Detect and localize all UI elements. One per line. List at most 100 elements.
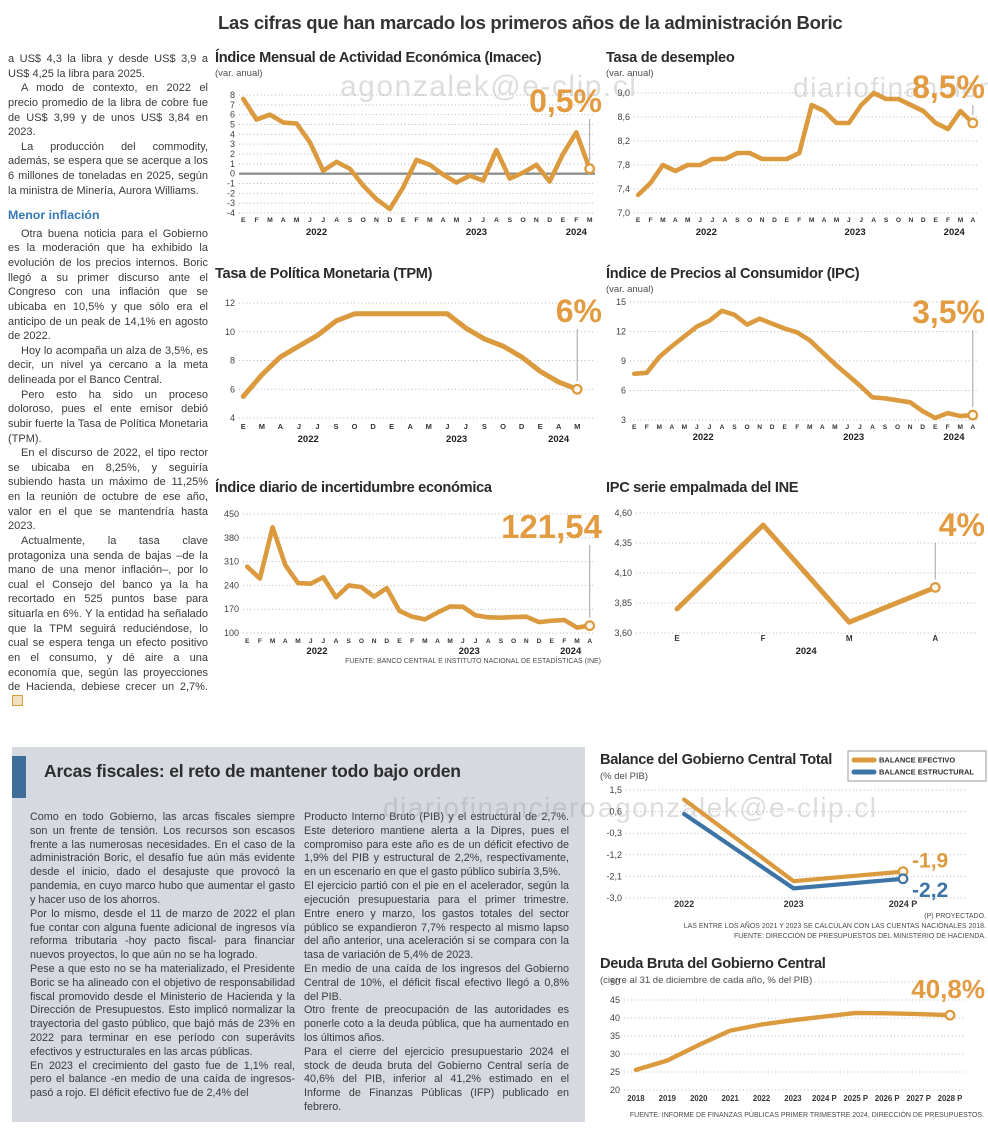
svg-text:6%: 6%: [556, 293, 602, 329]
svg-text:A: A: [281, 217, 286, 224]
svg-text:50: 50: [610, 977, 620, 987]
svg-text:2023: 2023: [459, 646, 480, 657]
svg-text:S: S: [347, 638, 352, 645]
svg-text:2022: 2022: [306, 646, 327, 657]
arcas-paragraph: En 2023 el crecimiento del gasto fue de …: [30, 1059, 295, 1100]
arcas-paragraph: Por lo mismo, desde el 11 de marzo de 20…: [30, 907, 295, 962]
arcas-paragraph: Para el cierre del ejercicio presupuesta…: [304, 1045, 569, 1114]
svg-text:0,6: 0,6: [609, 807, 622, 817]
svg-text:J: J: [321, 217, 325, 224]
svg-text:E: E: [401, 217, 406, 224]
svg-text:E: E: [636, 217, 641, 224]
svg-text:2025 P: 2025 P: [843, 1094, 868, 1103]
article-paragraph: La producción del commodity, además, se …: [8, 140, 208, 197]
svg-text:F: F: [946, 424, 950, 431]
page-title: Las cifras que han marcado los primeros …: [218, 12, 843, 33]
svg-text:A: A: [871, 217, 876, 224]
svg-text:-3,0: -3,0: [606, 893, 622, 903]
svg-text:J: J: [315, 422, 319, 431]
svg-text:2022: 2022: [674, 899, 694, 909]
chart-incertidumbre: Índice diario de incertidumbre económica…: [215, 476, 605, 688]
svg-text:-1: -1: [227, 179, 235, 189]
chart-ipc: Índice de Precios al Consumidor (IPC) (va…: [606, 262, 988, 462]
svg-text:S: S: [884, 217, 889, 224]
svg-text:D: D: [547, 217, 552, 224]
svg-text:M: M: [958, 217, 964, 224]
svg-text:M: M: [270, 638, 276, 645]
svg-text:A: A: [408, 422, 414, 431]
svg-text:1,5: 1,5: [609, 785, 622, 795]
chart-balance: Balance del Gobierno Central Total (% del…: [600, 748, 988, 950]
svg-text:A: A: [870, 424, 875, 431]
svg-text:A: A: [334, 217, 339, 224]
svg-text:2024 P: 2024 P: [889, 899, 918, 909]
svg-text:6: 6: [230, 110, 235, 120]
svg-text:A: A: [556, 422, 562, 431]
svg-text:F: F: [255, 217, 259, 224]
svg-text:E: E: [785, 217, 790, 224]
svg-text:O: O: [520, 217, 525, 224]
svg-text:-1,2: -1,2: [606, 850, 622, 860]
svg-text:J: J: [461, 638, 465, 645]
svg-text:E: E: [782, 424, 787, 431]
svg-text:E: E: [397, 638, 402, 645]
arcas-paragraph: Otro frente de preocupación de las autor…: [304, 1004, 569, 1044]
svg-text:N: N: [534, 217, 539, 224]
arcas-column-1: Como en todo Gobierno, las arcas fiscale…: [30, 811, 295, 1101]
article-paragraph: Pero esto ha sido un proceso doloroso, p…: [8, 388, 208, 445]
svg-text:Índice diario de incertidumbre: Índice diario de incertidumbre económica: [215, 479, 493, 496]
svg-text:D: D: [921, 217, 926, 224]
svg-text:S: S: [348, 217, 353, 224]
svg-text:N: N: [524, 638, 529, 645]
svg-text:N: N: [908, 217, 913, 224]
svg-text:D: D: [920, 424, 925, 431]
tpm-line-chart: Tasa de Política Monetaria (TPM)1210864E…: [215, 266, 602, 445]
svg-text:IPC serie empalmada del INE: IPC serie empalmada del INE: [606, 480, 799, 496]
svg-text:15: 15: [616, 297, 626, 307]
svg-text:A: A: [970, 217, 975, 224]
svg-text:8,2: 8,2: [617, 136, 630, 146]
svg-text:J: J: [847, 217, 851, 224]
svg-text:M: M: [657, 424, 663, 431]
svg-text:8: 8: [230, 356, 235, 366]
svg-text:3: 3: [621, 415, 626, 425]
svg-text:0,5%: 0,5%: [529, 83, 602, 119]
svg-text:A: A: [970, 424, 975, 431]
svg-text:E: E: [245, 638, 250, 645]
svg-text:2022: 2022: [753, 1094, 771, 1103]
article-paragraph: Hoy lo acompaña un alza de 3,5%, es deci…: [8, 344, 208, 386]
svg-text:2023: 2023: [466, 227, 487, 238]
imacec-line-chart: Índice Mensual de Actividad Económica (I…: [215, 49, 602, 238]
svg-text:M: M: [834, 217, 840, 224]
svg-text:A: A: [283, 638, 288, 645]
svg-text:F: F: [795, 424, 799, 431]
svg-text:J: J: [297, 422, 301, 431]
svg-text:E: E: [241, 217, 246, 224]
arcas-paragraph: Producto Interno Bruto (PIB) y el estruc…: [304, 811, 569, 879]
svg-text:A: A: [932, 634, 938, 643]
svg-text:A: A: [278, 422, 284, 431]
svg-text:450: 450: [224, 509, 239, 519]
svg-text:O: O: [511, 638, 516, 645]
svg-text:12: 12: [616, 327, 626, 337]
svg-text:4,10: 4,10: [614, 568, 632, 578]
svg-text:E: E: [632, 424, 637, 431]
svg-text:M: M: [422, 638, 428, 645]
svg-text:J: J: [468, 217, 472, 224]
svg-text:E: E: [933, 217, 938, 224]
arcas-paragraph: Pese a que esto no se ha materializado, …: [30, 962, 295, 1058]
svg-text:A: A: [723, 217, 728, 224]
svg-text:5: 5: [230, 120, 235, 130]
svg-text:M: M: [587, 217, 593, 224]
svg-text:D: D: [537, 638, 542, 645]
svg-text:N: N: [372, 638, 377, 645]
svg-text:4,60: 4,60: [614, 508, 632, 518]
svg-text:M: M: [574, 638, 580, 645]
svg-text:O: O: [895, 424, 900, 431]
svg-text:Balance del Gobierno Central T: Balance del Gobierno Central Total: [600, 752, 832, 768]
svg-text:4: 4: [230, 129, 235, 139]
svg-text:A: A: [435, 638, 440, 645]
svg-text:1: 1: [230, 159, 235, 169]
svg-text:9,0: 9,0: [617, 88, 630, 98]
svg-text:O: O: [500, 422, 506, 431]
